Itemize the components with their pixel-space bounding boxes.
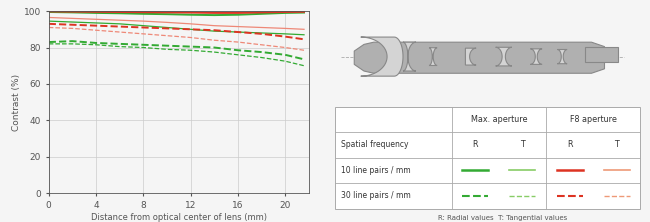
Polygon shape xyxy=(530,49,542,64)
Polygon shape xyxy=(361,37,403,76)
Polygon shape xyxy=(354,42,604,73)
Text: R: R xyxy=(473,140,478,149)
Polygon shape xyxy=(558,50,567,64)
Text: T: T xyxy=(614,140,619,149)
Polygon shape xyxy=(429,48,437,65)
Bar xyxy=(335,107,640,209)
Text: R: Radial values  T: Tangential values: R: Radial values T: Tangential values xyxy=(438,215,567,221)
Text: 10 line pairs / mm: 10 line pairs / mm xyxy=(341,166,410,175)
X-axis label: Distance from optical center of lens (mm): Distance from optical center of lens (mm… xyxy=(91,212,266,222)
Text: Spatial frequency: Spatial frequency xyxy=(341,140,408,149)
Text: Max. aperture: Max. aperture xyxy=(471,115,527,124)
FancyBboxPatch shape xyxy=(585,47,618,62)
Y-axis label: Contrast (%): Contrast (%) xyxy=(12,73,21,131)
Polygon shape xyxy=(465,48,476,65)
Text: R: R xyxy=(567,140,572,149)
Text: 30 line pairs / mm: 30 line pairs / mm xyxy=(341,191,410,200)
Polygon shape xyxy=(495,47,512,66)
Polygon shape xyxy=(403,42,416,71)
Text: F8 aperture: F8 aperture xyxy=(569,115,617,124)
Text: T: T xyxy=(520,140,525,149)
